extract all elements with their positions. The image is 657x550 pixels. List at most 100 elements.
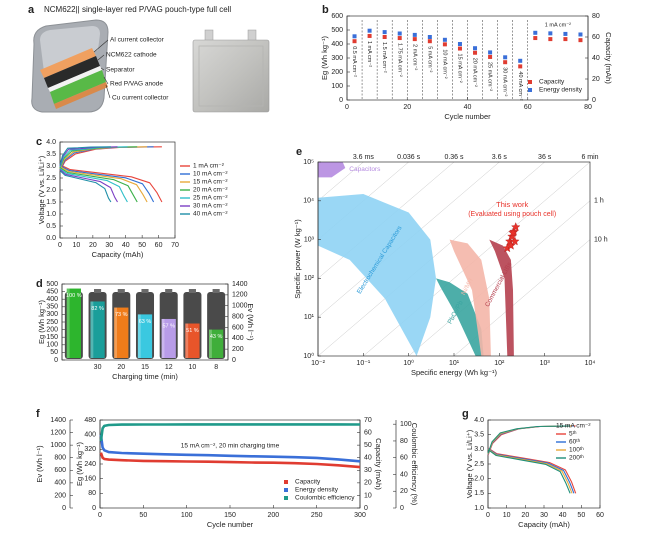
star-point — [511, 222, 521, 232]
data-point — [427, 35, 432, 39]
y-tick-label: 1.5 — [46, 199, 56, 206]
series-line — [99, 434, 361, 463]
x-tick-label: 0 — [345, 104, 349, 111]
y-tick-label: 1.0 — [46, 211, 56, 218]
pouch-highlight — [40, 26, 100, 72]
y-tick-label: 60 — [592, 34, 600, 41]
x-tick-label: 10 — [73, 242, 81, 249]
time-line — [318, 162, 500, 318]
data-point — [578, 32, 583, 37]
retention-label: 100 % — [66, 293, 82, 299]
y-tick-label: 0 — [92, 505, 96, 512]
y-tick-label: 200 — [54, 492, 66, 499]
y-tick-label: 2.0 — [474, 476, 484, 483]
y-tick-label: 400 — [232, 335, 244, 342]
bar — [114, 307, 129, 358]
rate-label: 25 mA cm⁻² — [487, 62, 493, 91]
panel-a: a NCM622|| single-layer red P/VAG pouch-… — [28, 4, 270, 113]
x-tick-label: 20 — [117, 364, 125, 371]
data-point — [457, 42, 462, 46]
y-tick-label: 50 — [50, 349, 58, 356]
data-point — [442, 37, 447, 42]
y-tick-label: 300 — [331, 55, 343, 62]
legend-label: Energy density — [539, 87, 583, 94]
y-tick-label: 400 — [84, 432, 96, 439]
y-axis-label: Eg (Wh kg⁻¹) — [320, 36, 329, 80]
x-tick-label: 0 — [486, 512, 490, 519]
y-tick-label: 400 — [46, 296, 58, 303]
y-tick-label: 250 — [46, 319, 58, 326]
y-tick-label: 40 — [400, 471, 408, 478]
y-tick-label: 60 — [364, 429, 372, 436]
callout: Red P/VAG anode — [110, 81, 163, 88]
y-tick-label: 100 — [400, 421, 412, 428]
bar — [137, 314, 153, 358]
bar — [209, 329, 224, 358]
time-line — [453, 239, 590, 356]
x-tick-label: 10 — [503, 512, 511, 519]
legend-label: 15 mA cm⁻² — [193, 179, 228, 186]
time-label: 1 h — [594, 198, 604, 205]
data-point — [352, 39, 357, 44]
time-line — [408, 200, 590, 356]
y-tick-label: 3.5 — [474, 432, 484, 439]
x-tick-label: 30 — [94, 364, 102, 371]
y-tick-label: 350 — [46, 304, 58, 311]
y-tick-label: 480 — [84, 417, 96, 424]
bar-shine — [137, 314, 141, 358]
time-line — [318, 162, 546, 356]
y-tick-label: 800 — [54, 455, 66, 462]
panel-letter: b — [322, 4, 329, 16]
legend-label: 25 mA cm⁻² — [193, 195, 228, 202]
x-tick-label: 30 — [540, 512, 548, 519]
y-tick-label: 600 — [232, 324, 244, 331]
panel-letter: d — [36, 278, 43, 290]
x-tick-label: 40 — [122, 242, 130, 249]
x-tick-label: 10³ — [540, 360, 551, 367]
x-tick-label: 10⁴ — [585, 360, 596, 367]
y-tick-label: 30 — [364, 467, 372, 474]
region — [489, 239, 514, 356]
time-label: 3.6 ms — [353, 154, 375, 161]
y-tick-label: 10⁵ — [303, 159, 314, 166]
plot-area — [318, 162, 590, 356]
y-tick-label: 50 — [364, 442, 372, 449]
y-tick-label: 20 — [592, 76, 600, 83]
legend-title: 15 mA cm⁻² — [556, 423, 591, 430]
region-label: Capacitors — [349, 166, 381, 173]
time-label: 10 h — [594, 236, 608, 243]
data-point — [533, 30, 538, 35]
legend-label: Capacity — [295, 479, 321, 486]
rate-label: 1 mA cm⁻² — [545, 22, 571, 28]
this-work-note: (Evaluated using pouch cell) — [468, 211, 556, 218]
y-tick-label: 0 — [339, 97, 343, 104]
x-tick-label: 10⁻¹ — [356, 360, 370, 367]
y-axis-label: Specific power (W kg⁻¹) — [293, 219, 302, 299]
y-tick-label: 80 — [592, 13, 600, 20]
x-tick-label: 70 — [171, 242, 179, 249]
x-tick-label: 40 — [559, 512, 567, 519]
y-tick-label: 3.0 — [46, 163, 56, 170]
anode-layer — [50, 70, 106, 104]
y-tick-label: 0 — [62, 505, 66, 512]
y-tick-label: 4.0 — [46, 139, 56, 146]
x-tick-label: 10 — [189, 364, 197, 371]
series-line — [59, 146, 112, 203]
retention-label: 73 % — [115, 312, 128, 318]
x-tick-label: 40 — [464, 104, 472, 111]
retention-label: 63 % — [139, 319, 152, 325]
x-tick-label: 10² — [494, 360, 505, 367]
data-point — [427, 39, 432, 44]
data-point — [503, 60, 508, 65]
y-tick-label: 0 — [54, 357, 58, 364]
bar — [185, 323, 200, 358]
rate-label: 30 mA cm⁻² — [502, 67, 508, 96]
y-axis-label: Eg (Wh kg⁻¹) — [75, 442, 84, 486]
legend-label: 200ᵗʰ — [569, 455, 584, 462]
bar-shine — [90, 301, 94, 358]
y-tick-label: 200 — [232, 346, 244, 353]
bar — [161, 318, 176, 358]
x-tick-label: 10¹ — [449, 360, 460, 367]
rate-label: 10 mA cm⁻² — [441, 49, 447, 78]
rate-label: 1.75 mA cm⁻² — [396, 43, 402, 77]
